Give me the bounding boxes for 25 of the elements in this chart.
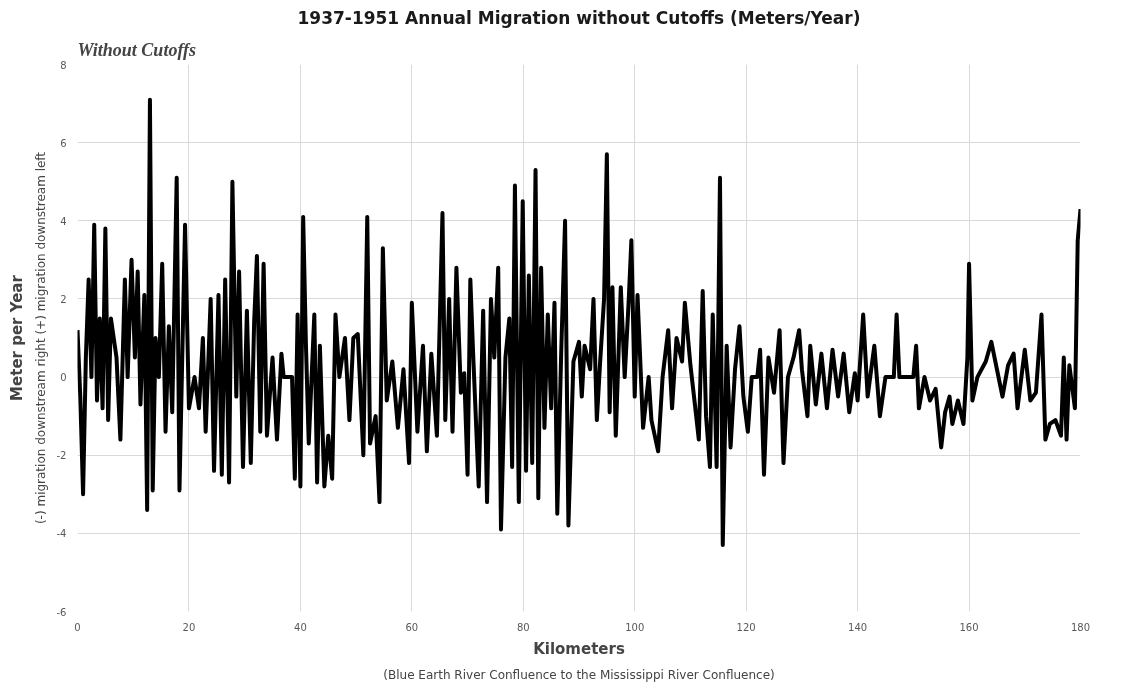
x-tick-label: 40 — [294, 621, 307, 633]
text: (-) migration downstream right (+) migration downstream left — [33, 151, 48, 525]
x-axis-title: Kilometers — [533, 639, 625, 658]
x-tick-label: 20 — [182, 621, 196, 633]
x-tick-label: 100 — [625, 621, 645, 633]
x-tick-label: 140 — [848, 621, 868, 633]
y-tick-label: -4 — [56, 528, 67, 540]
text: Without Cutoffs — [77, 39, 197, 60]
y-tick-label: 8 — [60, 59, 67, 71]
x-tick-label: 120 — [736, 621, 756, 633]
line-series — [77, 97, 1081, 548]
x-tick-label: 160 — [959, 621, 979, 633]
x-tick-label: 60 — [405, 621, 419, 633]
y-axis-title: Meter per Year — [7, 274, 26, 401]
chart-title: 1937-1951 Annual Migration without Cutoffs (Meters/Year) — [297, 7, 861, 28]
y-tick-label: 6 — [60, 137, 67, 149]
y-tick-label: -6 — [56, 606, 67, 618]
x-tick-label: 0 — [74, 621, 81, 633]
y-tick-label: 0 — [60, 372, 67, 384]
y-tick-label: 2 — [60, 293, 67, 305]
y-tick-label: 4 — [60, 215, 67, 227]
x-tick-label: 80 — [516, 621, 530, 633]
text: (Blue Earth River Confluence to the Mississippi River Confluence) — [383, 667, 775, 682]
y-tick-label: -2 — [56, 450, 67, 462]
x-tick-label: 180 — [1070, 621, 1091, 633]
